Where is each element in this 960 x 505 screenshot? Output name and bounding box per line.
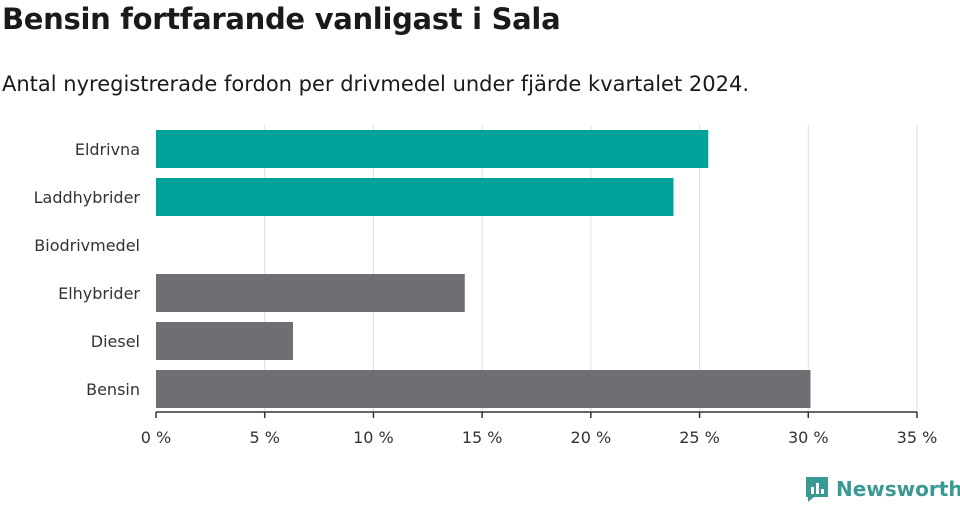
- x-tick-label: 5 %: [249, 428, 279, 447]
- x-axis-ticks: 0 % 5 % 10 % 15 % 20 % 25 % 30 % 35 %: [141, 412, 938, 447]
- bar-bensin: [156, 370, 811, 408]
- category-label: Elhybrider: [58, 284, 140, 303]
- x-tick-label: 30 %: [788, 428, 829, 447]
- category-label: Biodrivmedel: [34, 236, 140, 255]
- bar-chart: Eldrivna Laddhybrider Biodrivmedel Elhybrid…: [34, 125, 938, 447]
- bar-diesel: [156, 322, 293, 360]
- x-tick-label: 25 %: [679, 428, 720, 447]
- category-label: Diesel: [91, 332, 140, 351]
- x-tick-label: 20 %: [571, 428, 612, 447]
- x-tick-label: 0 %: [141, 428, 171, 447]
- bars: [156, 130, 811, 408]
- bar-laddhybrider: [156, 178, 674, 216]
- newsworthy-logo-icon: [806, 477, 828, 502]
- gridlines: [264, 125, 918, 412]
- category-label: Eldrivna: [75, 140, 140, 159]
- bar-eldrivna: [156, 130, 709, 168]
- category-label: Bensin: [86, 380, 140, 399]
- x-tick-label: 35 %: [897, 428, 938, 447]
- category-labels: Eldrivna Laddhybrider Biodrivmedel Elhybrid…: [34, 140, 141, 399]
- brand-logo: Newsworthy: [804, 474, 960, 504]
- bar-elhybrider: [156, 274, 465, 312]
- chart-title: Bensin fortfarande vanligast i Sala: [2, 2, 561, 36]
- x-tick-label: 15 %: [462, 428, 503, 447]
- category-label: Laddhybrider: [34, 188, 141, 207]
- brand-name: Newsworthy: [836, 477, 960, 501]
- x-tick-label: 10 %: [353, 428, 394, 447]
- chart-subtitle: Antal nyregistrerade fordon per drivmede…: [2, 72, 750, 96]
